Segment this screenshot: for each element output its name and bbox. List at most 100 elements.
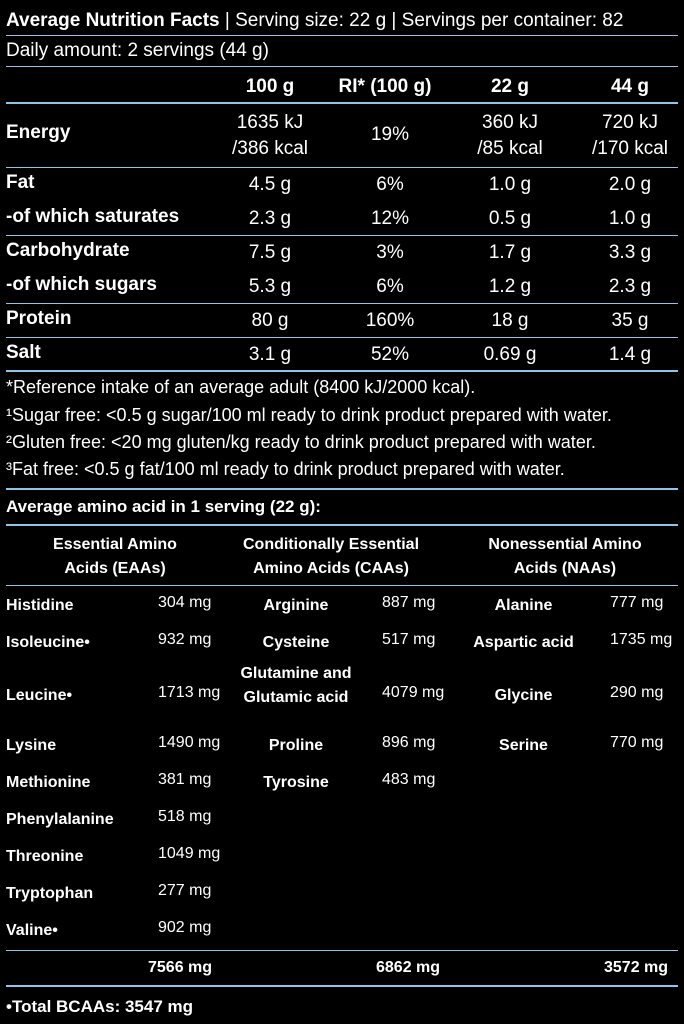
nutrition-row-label: -of which saturates [6, 206, 180, 227]
header-divider [6, 35, 678, 36]
daily-divider [6, 66, 678, 67]
amino-value: 1049 mg [158, 845, 221, 862]
nutrition-cell: 2.3 g [248, 208, 292, 229]
nutrition-cell: 52% [370, 344, 410, 365]
col-ri: RI* (100 g) [338, 76, 432, 97]
nutrition-row-label: Fat [6, 172, 35, 193]
row-divider [6, 337, 678, 338]
col-44g: 44 g [610, 76, 650, 97]
total-eaa: 7566 mg [148, 959, 213, 976]
nutrition-row-label: -of which sugars [6, 274, 157, 295]
nutrition-cell: 5.3 g [248, 276, 292, 297]
nutrition-cell: 720 kJ /170 kcal [591, 112, 669, 159]
nutrition-cell: 1.4 g [608, 344, 652, 365]
nutrition-cell: 80 g [251, 310, 289, 331]
amino-name: Leucine• [6, 687, 73, 704]
amino-header-divider [6, 585, 678, 586]
note-gluten: ²Gluten free: <20 mg gluten/kg ready to … [6, 432, 596, 452]
note-ri: *Reference intake of an average adult (8… [6, 377, 476, 397]
table-bottom-divider [6, 370, 678, 372]
amino-title-divider [6, 524, 678, 526]
amino-name: Tyrosine [263, 774, 329, 791]
group-header-naa: Nonessential Amino Acids (NAAs) [488, 536, 642, 577]
amino-name: Lysine [6, 737, 57, 754]
group-header-caa: Conditionally Essential Amino Acids (CAA… [242, 536, 420, 577]
amino-value: 777 mg [610, 594, 664, 611]
nutrition-cell: 360 kJ /85 kcal [477, 112, 543, 159]
nutrition-row-label: Energy [6, 122, 71, 143]
amino-value: 518 mg [158, 808, 212, 825]
amino-value: 4079 mg [382, 684, 445, 701]
note-sugar: ¹Sugar free: <0.5 g sugar/100 ml ready t… [6, 405, 612, 425]
amino-name: Serine [499, 737, 548, 754]
nutrition-row-label: Carbohydrate [6, 240, 130, 261]
total-naa: 3572 mg [604, 959, 669, 976]
amino-name: Phenylalanine [6, 811, 114, 828]
amino-value: 381 mg [158, 771, 212, 788]
amino-value: 290 mg [610, 684, 664, 701]
nutrition-cell: 6% [376, 174, 404, 195]
amino-value: 1490 mg [158, 734, 221, 751]
amino-value: 770 mg [610, 734, 664, 751]
row-divider [6, 235, 678, 236]
amino-value: 483 mg [382, 771, 436, 788]
amino-value: 277 mg [158, 882, 212, 899]
nutrition-cell: 1.2 g [488, 276, 532, 297]
nutrition-cell: 12% [370, 208, 410, 229]
nutrition-header: Average Nutrition Facts | Serving size: … [6, 10, 623, 32]
amino-value: 896 mg [382, 734, 436, 751]
nutrition-cell: 7.5 g [248, 242, 292, 263]
serving-info: | Serving size: 22 g | Servings per cont… [224, 10, 624, 31]
note-fat: ³Fat free: <0.5 g fat/100 ml ready to dr… [6, 459, 565, 479]
nutrition-cell: 1.7 g [488, 242, 532, 263]
amino-name: Histidine [6, 597, 74, 614]
amino-title: Average amino acid in 1 serving (22 g): [6, 497, 321, 516]
nutrition-title: Average Nutrition Facts [6, 10, 220, 31]
amino-value: 1713 mg [158, 684, 221, 701]
nutrition-row-label: Salt [6, 342, 41, 363]
amino-value: 304 mg [158, 594, 212, 611]
amino-name: Arginine [263, 597, 329, 614]
amino-value: 932 mg [158, 631, 212, 648]
nutrition-cell: 19% [370, 124, 410, 145]
amino-name: Alanine [494, 597, 553, 614]
nutrition-cell: 4.5 g [248, 174, 292, 195]
amino-value: 517 mg [382, 631, 436, 648]
amino-name: Proline [268, 737, 324, 754]
amino-name: Cysteine [262, 634, 330, 651]
col-divider [6, 102, 678, 104]
amino-value: 902 mg [158, 919, 212, 936]
nutrition-cell: 160% [365, 310, 415, 331]
nutrition-cell: 1635 kJ /386 kcal [231, 112, 309, 159]
row-divider [6, 303, 678, 304]
amino-name: Glycine [494, 687, 553, 704]
col-22g: 22 g [490, 76, 530, 97]
nutrition-row-label: Protein [6, 308, 72, 329]
total-bcaa: •Total BCAAs: 3547 mg [6, 997, 194, 1016]
amino-name: Valine• [6, 922, 58, 939]
nutrition-cell: 3.1 g [248, 344, 292, 365]
amino-name: Methionine [6, 774, 91, 791]
amino-value: 887 mg [382, 594, 436, 611]
nutrition-cell: 35 g [611, 310, 649, 331]
col-100g: 100 g [245, 76, 295, 97]
amino-name: Tryptophan [6, 885, 94, 902]
notes-divider [6, 488, 678, 490]
nutrition-cell: 2.0 g [608, 174, 652, 195]
totals-bottom-divider [6, 985, 678, 987]
amino-name: Glutamine and Glutamic acid [240, 665, 352, 706]
amino-value: 1735 mg [610, 631, 673, 648]
nutrition-cell: 1.0 g [488, 174, 532, 195]
group-header-eaa: Essential Amino Acids (EAAs) [53, 536, 177, 577]
nutrition-cell: 6% [376, 276, 404, 297]
row-divider [6, 167, 678, 168]
nutrition-cell: 18 g [491, 310, 529, 331]
nutrition-cell: 2.3 g [608, 276, 652, 297]
amino-name: Threonine [6, 848, 84, 865]
total-caa: 6862 mg [376, 959, 441, 976]
daily-amount: Daily amount: 2 servings (44 g) [6, 40, 269, 61]
nutrition-cell: 3% [376, 242, 404, 263]
totals-top-divider [6, 950, 678, 951]
amino-name: Isoleucine• [6, 634, 90, 651]
nutrition-cell: 3.3 g [608, 242, 652, 263]
